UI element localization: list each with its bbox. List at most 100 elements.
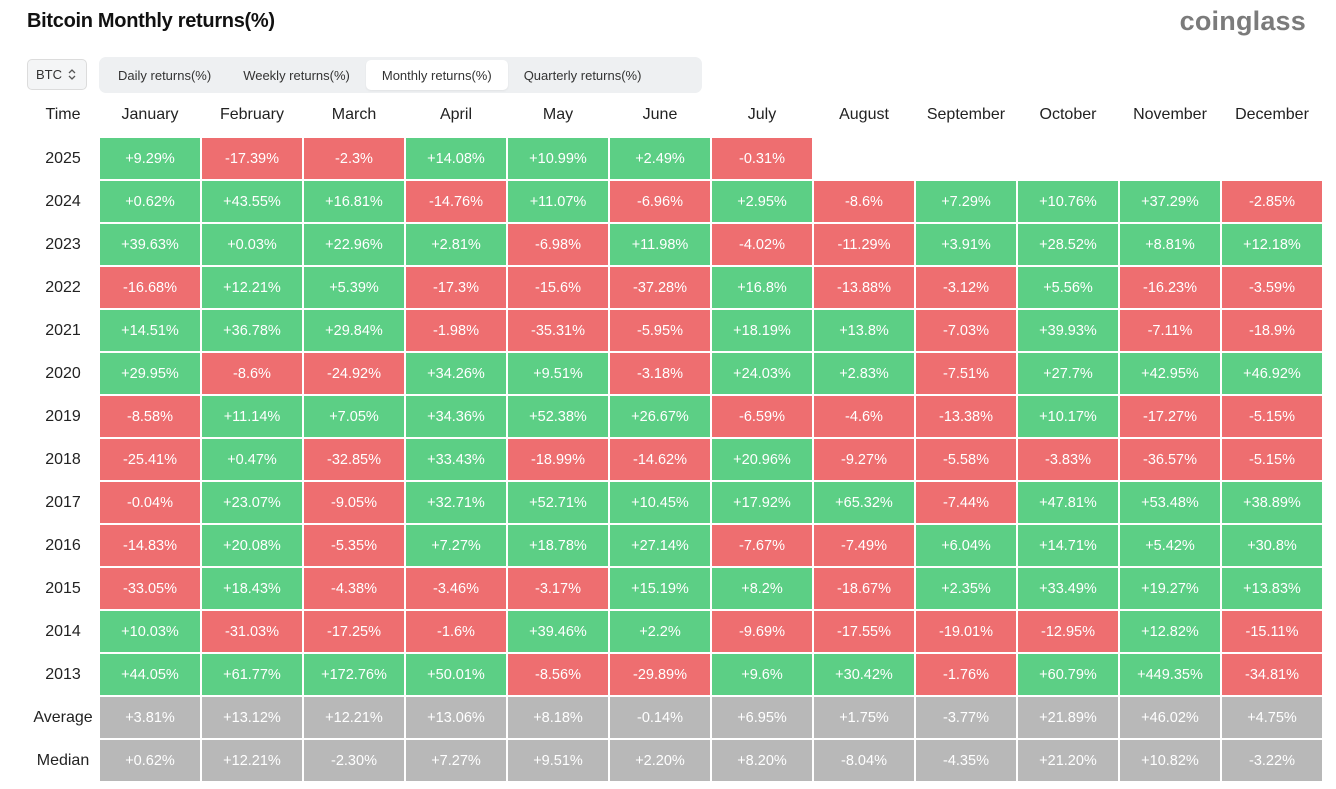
return-cell: +0.62% [98,179,202,224]
stat-cell: -2.30% [302,738,406,783]
return-cell: -5.15% [1220,394,1324,439]
return-cell: -34.81% [1220,652,1324,697]
return-cell: -18.99% [506,437,610,482]
year-label: 2013 [26,652,100,697]
return-cell: +19.27% [1118,566,1222,611]
stat-cell: +12.21% [302,695,406,740]
month-header: November [1133,106,1207,123]
return-cell: -2.85% [1220,179,1324,224]
return-cell: +26.67% [608,394,712,439]
return-cell: +17.92% [710,480,814,525]
return-cell: -14.76% [404,179,508,224]
return-cell: +32.71% [404,480,508,525]
month-header: February [219,106,285,123]
return-cell: +2.81% [404,222,508,267]
year-label: 2025 [26,136,100,181]
stat-cell: +8.18% [506,695,610,740]
return-cell: -3.59% [1220,265,1324,310]
month-header: January [121,106,179,123]
month-header: June [642,106,678,123]
return-cell: +27.7% [1016,351,1120,396]
return-cell: +34.26% [404,351,508,396]
year-label: 2018 [26,437,100,482]
return-cell: +39.93% [1016,308,1120,353]
return-cell: +30.42% [812,652,916,697]
stat-cell: +9.51% [506,738,610,783]
return-cell: +39.46% [506,609,610,654]
return-cell: +5.42% [1118,523,1222,568]
return-cell: -9.69% [710,609,814,654]
stat-label: Median [26,738,100,783]
time-column-header: Time [45,106,81,123]
return-cell: +16.81% [302,179,406,224]
return-cell: +22.96% [302,222,406,267]
return-cell: -17.39% [200,136,304,181]
tab-quarterly-returns[interactable]: Quarterly returns(%) [523,67,642,83]
return-cell: +13.8% [812,308,916,353]
return-cell: +10.99% [506,136,610,181]
return-cell: -17.25% [302,609,406,654]
return-cell: +43.55% [200,179,304,224]
return-cell: +20.08% [200,523,304,568]
return-cell: -8.58% [98,394,202,439]
return-cell: -3.17% [506,566,610,611]
return-cell: +20.96% [710,437,814,482]
return-cell: +33.43% [404,437,508,482]
return-cell: -2.3% [302,136,406,181]
tab-daily-returns[interactable]: Daily returns(%) [118,67,212,83]
return-cell: +12.18% [1220,222,1324,267]
tab-weekly-returns[interactable]: Weekly returns(%) [243,67,350,83]
return-cell: +36.78% [200,308,304,353]
year-row: 2023 +39.63% +0.03% +22.96% +2.81% -6.98% +11.… [26,222,1324,267]
stat-cell: +6.95% [710,695,814,740]
return-cell: +42.95% [1118,351,1222,396]
return-cell: -6.98% [506,222,610,267]
return-cell: +16.8% [710,265,814,310]
coinglass-logo[interactable]: coinglass [1179,6,1306,36]
return-cell: -33.05% [98,566,202,611]
return-cell: +53.48% [1118,480,1222,525]
return-cell: -5.35% [302,523,406,568]
stat-cell: +0.62% [98,738,202,783]
return-cell: -15.11% [1220,609,1324,654]
return-cell: -31.03% [200,609,304,654]
return-cell: -37.28% [608,265,712,310]
stat-cell: +13.06% [404,695,508,740]
return-cell: -29.89% [608,652,712,697]
return-cell: +11.14% [200,394,304,439]
return-cell: -9.05% [302,480,406,525]
return-cell: -5.58% [914,437,1018,482]
return-cell: -32.85% [302,437,406,482]
empty-cell [914,136,1018,181]
stat-cell: -0.14% [608,695,712,740]
return-cell: -1.6% [404,609,508,654]
return-cell: -7.49% [812,523,916,568]
return-cell: +14.51% [98,308,202,353]
asset-select-value: BTC [36,67,62,82]
year-row: 2017 -0.04% +23.07% -9.05% +32.71% +52.71% +10… [26,480,1324,525]
return-cell: +10.45% [608,480,712,525]
year-label: 2021 [26,308,100,353]
month-header: April [439,106,472,123]
stat-cell: +2.20% [608,738,712,783]
asset-select[interactable]: BTC [27,59,87,90]
return-cell: +10.76% [1016,179,1120,224]
year-label: 2019 [26,394,100,439]
stat-cell: +21.89% [1016,695,1120,740]
return-cell: +12.21% [200,265,304,310]
year-row: 2015 -33.05% +18.43% -4.38% -3.46% -3.17% +15.… [26,566,1324,611]
month-header: September [926,106,1006,123]
return-cell: -3.46% [404,566,508,611]
year-label: 2022 [26,265,100,310]
return-cell: -7.44% [914,480,1018,525]
tab-monthly-returns[interactable]: Monthly returns(%) [365,60,508,90]
stat-cell: +21.20% [1016,738,1120,783]
returns-period-tabs: Daily returns(%) Weekly returns(%) Month… [99,57,702,93]
return-cell: -9.27% [812,437,916,482]
month-header: August [839,106,889,123]
return-cell: -3.18% [608,351,712,396]
return-cell: +27.14% [608,523,712,568]
return-cell: -6.96% [608,179,712,224]
return-cell: +11.07% [506,179,610,224]
return-cell: -7.11% [1118,308,1222,353]
